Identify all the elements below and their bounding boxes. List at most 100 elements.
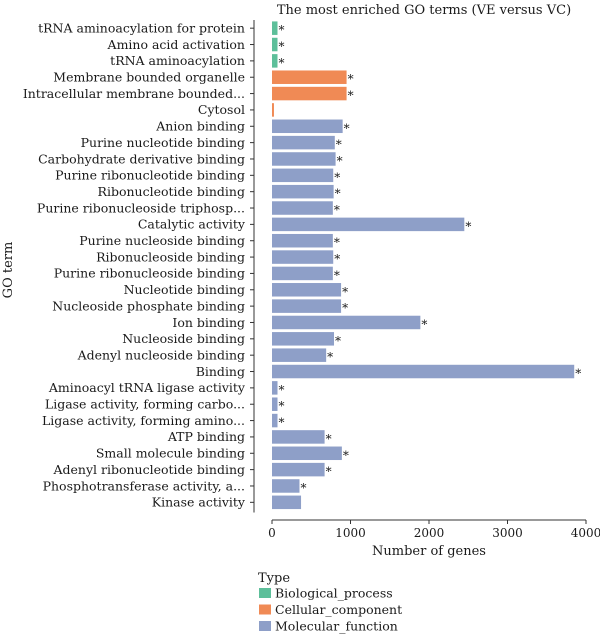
significance-marker: * bbox=[342, 285, 348, 299]
significance-marker: * bbox=[335, 187, 341, 201]
significance-marker: * bbox=[334, 252, 340, 266]
bar-row-28 bbox=[272, 479, 300, 493]
legend-swatch bbox=[259, 621, 271, 631]
bar-row-3 bbox=[272, 70, 347, 84]
bar-row-24 bbox=[272, 413, 278, 428]
significance-marker: * bbox=[278, 40, 284, 54]
bar-row-19 bbox=[272, 332, 335, 346]
chart-title: The most enriched GO terms (VE versus VC… bbox=[277, 3, 571, 18]
category-label: Membrane bounded organelle bbox=[53, 70, 245, 85]
category-label: Purine nucleotide binding bbox=[81, 135, 245, 150]
category-label: Nucleotide binding bbox=[124, 282, 245, 297]
category-label: Purine nucleoside binding bbox=[79, 233, 245, 248]
bar-row-6 bbox=[272, 119, 343, 134]
bar-row-7 bbox=[272, 135, 335, 150]
category-label: Kinase activity bbox=[152, 495, 246, 510]
legend-entry: Biological_process bbox=[275, 586, 393, 601]
bar-row-25 bbox=[272, 430, 325, 444]
category-label: Aminoacyl tRNA ligase activity bbox=[48, 380, 246, 395]
category-label: tRNA aminoacylation for protein bbox=[38, 20, 245, 35]
bar-row-17 bbox=[272, 299, 342, 313]
bar-row-27 bbox=[272, 462, 325, 477]
significance-marker: * bbox=[300, 481, 306, 495]
significance-marker: * bbox=[336, 138, 342, 152]
significance-marker: * bbox=[343, 448, 349, 462]
category-label: Carbohydrate derivative binding bbox=[38, 151, 245, 166]
bar-row-10 bbox=[272, 184, 334, 199]
significance-marker: * bbox=[334, 268, 340, 282]
bar-row-18 bbox=[272, 315, 421, 330]
significance-marker: * bbox=[326, 465, 332, 479]
x-tick-label: 2000 bbox=[414, 526, 445, 540]
bar-row-20 bbox=[272, 348, 327, 362]
category-label: Purine ribonucleoside binding bbox=[54, 266, 245, 281]
category-label: Ligase activity, forming carbo... bbox=[45, 397, 245, 412]
category-label: Amino acid activation bbox=[107, 37, 245, 52]
bar-row-13 bbox=[272, 233, 333, 248]
significance-marker: * bbox=[278, 416, 284, 430]
significance-marker: * bbox=[335, 334, 341, 348]
category-label: ATP binding bbox=[167, 429, 245, 444]
significance-marker: * bbox=[348, 89, 354, 103]
category-label: tRNA aminoacylation bbox=[110, 53, 245, 68]
significance-marker: * bbox=[278, 23, 284, 37]
category-label: Ribonucleotide binding bbox=[98, 184, 245, 199]
category-label: Purine ribonucleoside triphosp... bbox=[37, 200, 245, 215]
legend-swatch bbox=[259, 604, 271, 615]
category-label: Adenyl ribonucleotide binding bbox=[52, 462, 245, 477]
category-label: Anion binding bbox=[155, 119, 245, 134]
bar-row-16 bbox=[272, 283, 342, 297]
significance-marker: * bbox=[334, 203, 340, 217]
legend: Type Biological_processCellular_componen… bbox=[258, 571, 402, 634]
bar-row-23 bbox=[272, 397, 278, 411]
bar-row-1 bbox=[272, 37, 278, 52]
significance-marker: * bbox=[327, 350, 333, 364]
significance-marker: * bbox=[278, 399, 284, 413]
bar-row-15 bbox=[272, 266, 333, 281]
bar-row-26 bbox=[272, 446, 342, 461]
category-label: Adenyl nucleoside binding bbox=[77, 347, 245, 362]
category-label: Ion binding bbox=[172, 315, 245, 330]
bar-row-22 bbox=[272, 381, 278, 395]
category-label: Catalytic activity bbox=[138, 217, 246, 232]
significance-marker: * bbox=[421, 317, 427, 331]
significance-marker: * bbox=[344, 121, 350, 135]
bar-row-9 bbox=[272, 168, 334, 183]
category-label: Ligase activity, forming amino... bbox=[42, 413, 245, 428]
significance-marker: * bbox=[348, 72, 354, 86]
category-label: Binding bbox=[196, 364, 245, 379]
legend-entry: Cellular_component bbox=[275, 602, 402, 617]
legend-swatch bbox=[259, 588, 271, 598]
x-axis-title: Number of genes bbox=[372, 544, 486, 559]
bar-row-4 bbox=[272, 86, 347, 101]
y-axis-title: GO term bbox=[1, 242, 16, 299]
significance-marker: * bbox=[465, 219, 471, 233]
category-label: Small molecule binding bbox=[96, 446, 245, 461]
bar-row-5 bbox=[272, 103, 274, 117]
bar-row-0 bbox=[272, 21, 278, 35]
bar-row-12 bbox=[272, 217, 465, 232]
bar-row-11 bbox=[272, 201, 333, 215]
significance-marker: * bbox=[334, 236, 340, 250]
significance-marker: * bbox=[326, 432, 332, 446]
significance-marker: * bbox=[278, 383, 284, 397]
bar-row-14 bbox=[272, 250, 334, 264]
significance-marker: * bbox=[278, 56, 284, 70]
x-tick-label: 4000 bbox=[571, 526, 600, 540]
bar-row-2 bbox=[272, 54, 278, 68]
legend-title: Type bbox=[258, 571, 290, 586]
significance-marker: * bbox=[342, 301, 348, 315]
plot-area: tRNA aminoacylation for protein * Amino ac… bbox=[23, 20, 600, 540]
category-label: Phosphotransferase activity, a... bbox=[43, 478, 245, 493]
legend-entry: Molecular_function bbox=[275, 619, 398, 634]
bar-row-8 bbox=[272, 152, 336, 166]
category-label: Nucleoside binding bbox=[122, 331, 245, 346]
category-label: Intracellular membrane bounded... bbox=[23, 86, 245, 101]
bar-row-21 bbox=[272, 364, 575, 379]
x-tick-label: 1000 bbox=[335, 526, 366, 540]
category-label: Ribonucleoside binding bbox=[96, 249, 245, 264]
bar-row-29 bbox=[272, 495, 302, 510]
category-label: Cytosol bbox=[198, 102, 245, 117]
significance-marker: * bbox=[334, 170, 340, 184]
